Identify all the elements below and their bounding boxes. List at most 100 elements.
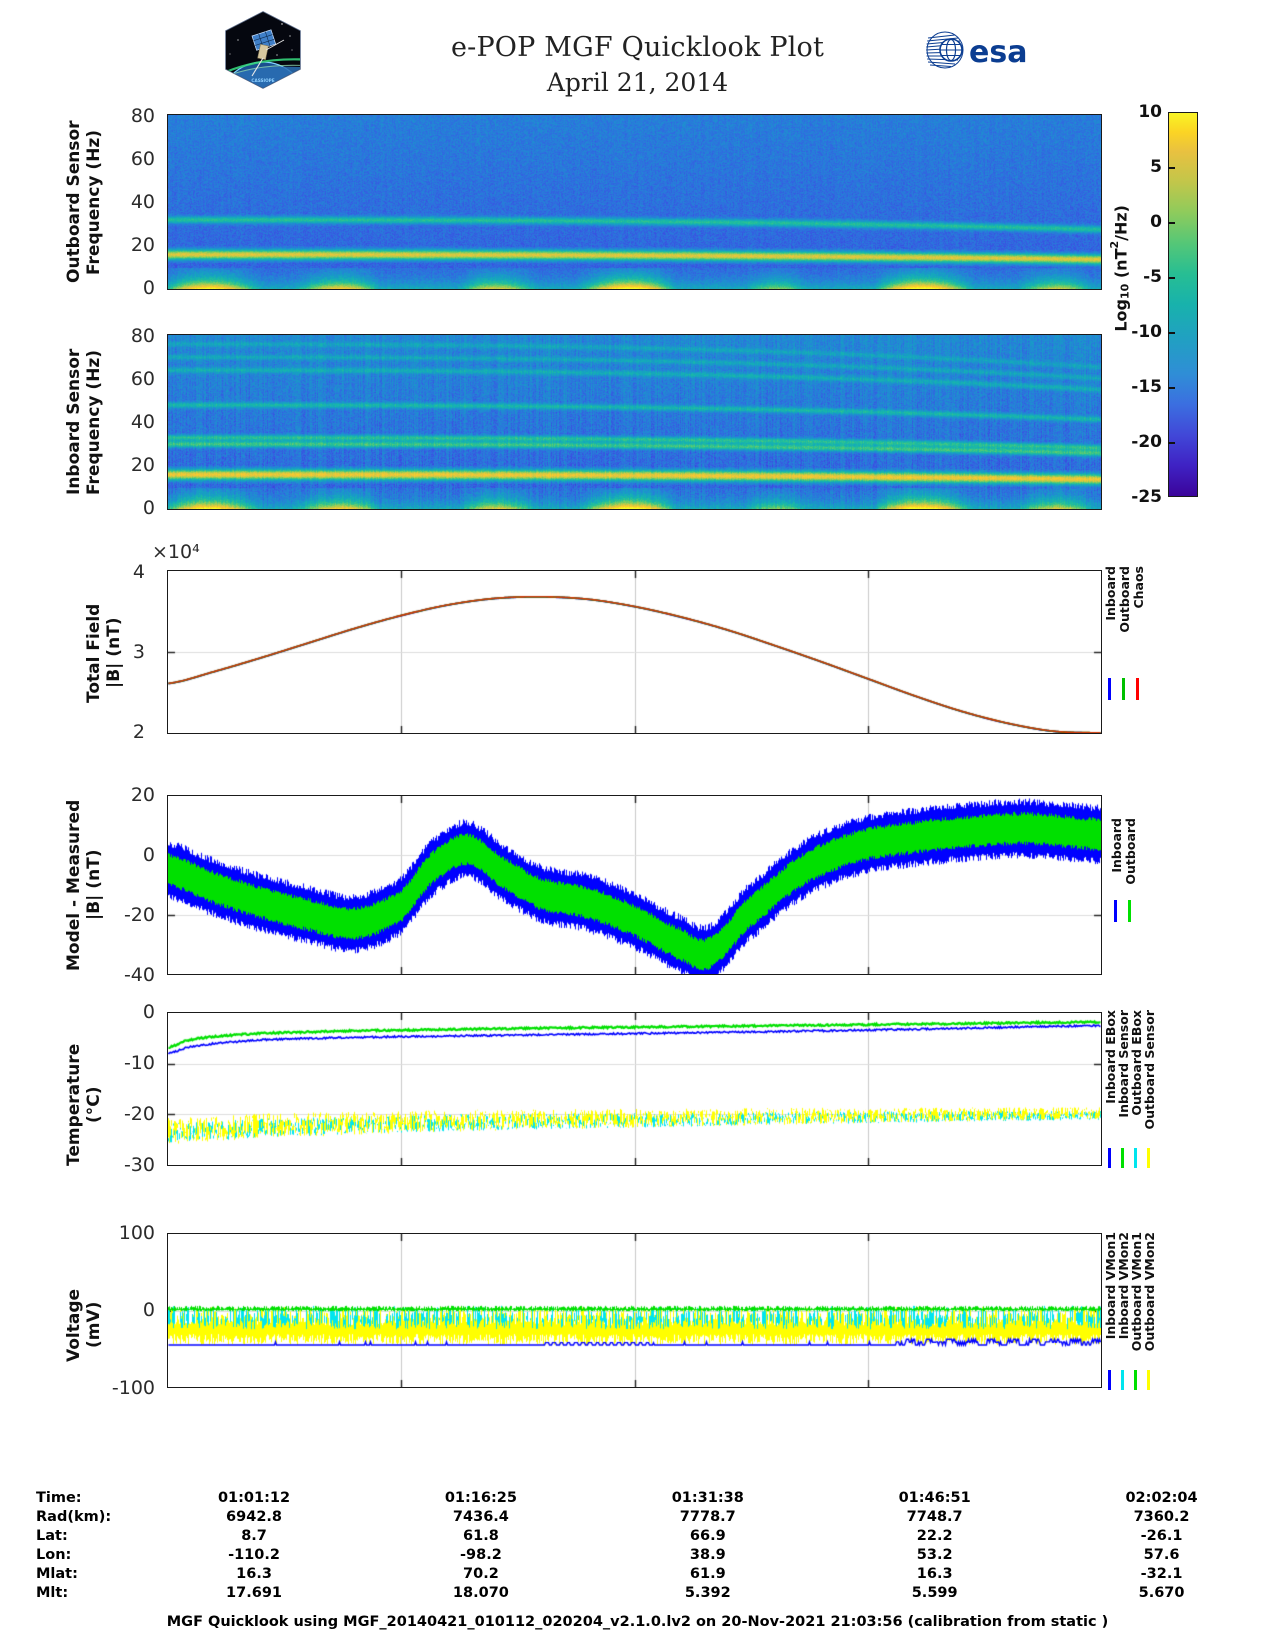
legend-swatch	[1134, 1148, 1137, 1168]
y-tick: -10	[123, 1052, 155, 1074]
y-tick: 20	[130, 454, 155, 476]
table-row: Lon: -110.2 -98.2 38.9 53.2 57.6	[0, 1545, 1275, 1564]
ephemeris-value: 7778.7	[679, 1508, 736, 1525]
total-field-plot	[167, 570, 1102, 734]
legend-swatch	[1121, 1148, 1124, 1168]
ephemeris-value: 7748.7	[906, 1508, 963, 1525]
ephemeris-value: 5.599	[911, 1584, 958, 1601]
table-row: Mlt: 17.691 18.070 5.392 5.599 5.670	[0, 1583, 1275, 1602]
ephemeris-value: -26.1	[1140, 1527, 1183, 1544]
ephemeris-value: 16.3	[236, 1565, 272, 1582]
colorbar-tick: 0	[1150, 212, 1162, 232]
legend-swatch	[1108, 678, 1111, 700]
ephemeris-value: -110.2	[228, 1546, 280, 1563]
table-row: Time: 01:01:12 01:16:25 01:31:38 01:46:51 02:…	[0, 1488, 1275, 1507]
mission-logo-icon: CASSIOPE	[222, 10, 304, 90]
y-tick: 80	[130, 325, 155, 347]
ephemeris-value: 01:16:25	[444, 1489, 517, 1506]
svg-text:CASSIOPE: CASSIOPE	[251, 78, 274, 83]
voltage-plot	[167, 1233, 1102, 1388]
model-minus-measured-ylabel: Model - Measured |B| (nT)	[64, 799, 104, 971]
model-minus-measured-plot	[167, 795, 1102, 975]
colorbar-tick: 5	[1150, 157, 1162, 177]
ephemeris-row-label: Mlt:	[36, 1584, 69, 1601]
y-tick: 60	[130, 368, 155, 390]
ephemeris-value: 38.9	[689, 1546, 726, 1563]
y-tick: 2	[132, 721, 145, 743]
legend-swatch	[1114, 900, 1117, 922]
table-row: Mlat: 16.3 70.2 61.9 16.3 -32.1	[0, 1564, 1275, 1583]
ephemeris-value: 16.3	[916, 1565, 953, 1582]
page-title: e-POP MGF Quicklook Plot	[450, 32, 825, 63]
legend-swatch	[1121, 1370, 1124, 1390]
ephemeris-value: 5.670	[1138, 1584, 1185, 1601]
y-tick: 40	[130, 191, 155, 213]
y-tick: -20	[123, 1103, 155, 1125]
ephemeris-row-label: Lat:	[36, 1527, 68, 1544]
colorbar-tick: 10	[1138, 102, 1162, 122]
y-tick: 0	[142, 844, 155, 866]
legend-swatch	[1147, 1370, 1150, 1390]
ephemeris-row-label: Mlat:	[36, 1565, 78, 1582]
ephemeris-value: 8.7	[241, 1527, 267, 1544]
ephemeris-value: 02:02:04	[1125, 1489, 1198, 1506]
legend-mm-inboard: Inboard	[1109, 818, 1124, 873]
legend-swatch	[1108, 1370, 1111, 1390]
y-tick: 0	[142, 277, 155, 299]
total-field-exponent: ×10⁴	[152, 541, 200, 563]
y-tick: -30	[123, 1154, 155, 1176]
y-tick: 0	[142, 1001, 155, 1023]
ephemeris-value: 01:31:38	[671, 1489, 744, 1506]
legend-total-field-inboard: Inboard	[1103, 566, 1118, 621]
y-tick: 0	[142, 1299, 155, 1321]
ephemeris-value: 61.8	[463, 1527, 499, 1544]
ephemeris-value: 57.6	[1143, 1546, 1180, 1563]
y-tick: 80	[130, 105, 155, 127]
y-tick: 3	[132, 641, 145, 663]
ephemeris-value: 70.2	[463, 1565, 499, 1582]
y-tick: 4	[132, 561, 145, 583]
colorbar-tick: -25	[1131, 487, 1162, 507]
ephemeris-value: 01:46:51	[898, 1489, 971, 1506]
ephemeris-table: Time: 01:01:12 01:16:25 01:31:38 01:46:51 02:…	[0, 1488, 1275, 1602]
y-tick: -20	[123, 904, 155, 926]
page-title-block: e-POP MGF Quicklook Plot April 21, 2014	[0, 30, 1275, 100]
colorbar-tick: -15	[1131, 377, 1162, 397]
legend-temp-outboard-sensor: Outboard Sensor	[1142, 1010, 1157, 1130]
legend-mm-outboard: Outboard	[1123, 818, 1138, 885]
outboard-spectrogram-plot	[167, 114, 1102, 290]
ephemeris-row-label: Rad(km):	[36, 1508, 112, 1525]
page-header: CASSIOPE e-POP MGF Quicklook Plot April …	[0, 0, 1275, 105]
ephemeris-value: -98.2	[460, 1546, 502, 1563]
y-tick: -40	[123, 964, 155, 986]
ephemeris-row-label: Time:	[36, 1489, 82, 1506]
colorbar-tick: -20	[1131, 432, 1162, 452]
y-tick: 0	[142, 497, 155, 519]
temperature-plot	[167, 1012, 1102, 1166]
ephemeris-value: 61.9	[689, 1565, 726, 1582]
colorbar-tick: -10	[1131, 322, 1162, 342]
y-tick: 20	[130, 234, 155, 256]
voltage-ylabel: Voltage (mV)	[64, 1288, 104, 1362]
y-tick: 60	[130, 148, 155, 170]
legend-swatch	[1108, 1148, 1111, 1168]
ephemeris-value: 01:01:12	[217, 1489, 291, 1506]
y-tick: 40	[130, 411, 155, 433]
ephemeris-value: 53.2	[916, 1546, 953, 1563]
colorbar-tick: -5	[1143, 267, 1162, 287]
footer-caption: MGF Quicklook using MGF_20140421_010112_…	[166, 1614, 1109, 1630]
legend-swatch	[1136, 678, 1139, 700]
ephemeris-value: 17.691	[226, 1584, 283, 1601]
inboard-spectrogram-plot	[167, 334, 1102, 510]
esa-logo-icon: esa	[925, 30, 1040, 70]
legend-swatch	[1122, 678, 1125, 700]
ephemeris-value: 6942.8	[226, 1508, 283, 1525]
ephemeris-value: 18.070	[452, 1584, 509, 1601]
legend-swatch	[1134, 1370, 1137, 1390]
legend-swatch	[1147, 1148, 1150, 1168]
y-tick: 100	[118, 1222, 155, 1244]
table-row: Lat: 8.7 61.8 66.9 22.2 -26.1	[0, 1526, 1275, 1545]
y-tick: 20	[130, 784, 155, 806]
ephemeris-value: -32.1	[1140, 1565, 1183, 1582]
colorbar	[1168, 112, 1198, 497]
